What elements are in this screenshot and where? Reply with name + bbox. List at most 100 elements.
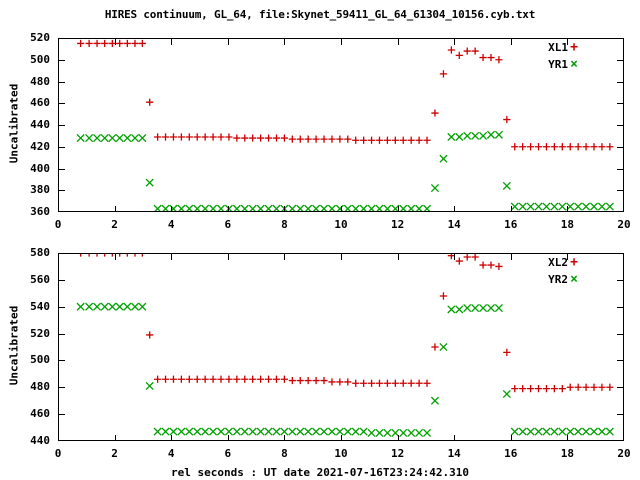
panel-top-point-XL1 (487, 53, 495, 62)
panel-bottom-xtick-mark-top (398, 254, 399, 260)
panel-bottom-point-XL2 (558, 385, 566, 393)
panel-top-ytick-mark-right (617, 147, 623, 148)
panel-top-point-XL1 (272, 134, 281, 142)
panel-top-point-XL1 (447, 46, 455, 54)
panel-bottom-point-XL2 (119, 254, 121, 257)
panel-top-point-YR1 (399, 204, 408, 211)
panel-top-point-XL1 (399, 136, 407, 144)
panel-bottom-point-YR2 (288, 427, 297, 436)
panel-top-point-XL1 (138, 39, 146, 48)
panel-bottom-xtick-label: 10 (334, 447, 348, 460)
panel-top-point-XL1 (431, 109, 439, 117)
panel-top-point-YR1 (288, 204, 297, 211)
panel-top-ytick-mark (59, 60, 65, 61)
panel-bottom-point-XL2 (280, 375, 288, 383)
panel-top-xtick-mark-top (511, 39, 512, 45)
panel-bottom-point-YR2 (130, 302, 140, 311)
panel-bottom-point-XL2 (534, 385, 543, 393)
panel-bottom-point-XL2 (399, 379, 407, 387)
panel-top-point-XL1 (391, 136, 399, 144)
panel-top-point-XL1 (241, 134, 249, 142)
panel-bottom-point-YR2 (327, 427, 337, 436)
panel-top-point-XL1 (169, 133, 178, 141)
panel-bottom-xtick-mark-top (511, 254, 512, 260)
panel-top-point-XL1 (360, 136, 368, 144)
panel-top-point-XL1 (503, 115, 511, 124)
panel-top-point-YR1 (76, 133, 85, 143)
panel-top-point-XL1 (590, 143, 598, 151)
panel-top-point-YR1 (209, 204, 218, 211)
panel-bottom-point-YR2 (479, 303, 488, 313)
panel-top-point-XL1 (598, 143, 606, 151)
panel-top-point-XL1 (108, 39, 116, 48)
panel-top-legend-symbol-plus-icon: + (570, 40, 578, 55)
panel-bottom-point-XL2 (503, 348, 511, 356)
panel-bottom-xtick-label: 8 (281, 447, 288, 460)
panel-top-xtick-mark (567, 206, 568, 212)
panel-top-xtick-label: 16 (504, 218, 518, 231)
panel-bottom-point-YR2 (430, 396, 440, 405)
panel-bottom-point-YR2 (510, 427, 519, 436)
panel-top-point-XL1 (217, 133, 225, 141)
panel-top-point-YR1 (138, 133, 147, 143)
panel-bottom-point-XL2 (574, 383, 582, 391)
panel-top-point-XL1 (185, 133, 193, 141)
panel-top-xtick-label: 14 (447, 218, 461, 231)
panel-bottom-point-YR2 (177, 427, 186, 436)
panel-top-legend-item[interactable]: YR1 × (504, 58, 622, 75)
panel-top-xtick-mark-top (454, 39, 455, 45)
panel-bottom-point-YR2 (367, 428, 376, 438)
panel-bottom-point-XL2 (606, 383, 614, 391)
panel-bottom-point-YR2 (422, 428, 432, 438)
panel-top-point-YR1 (558, 202, 567, 211)
panel-top-point-XL1 (534, 143, 543, 151)
panel-top-point-YR1 (518, 202, 527, 211)
panel-top-point-XL1 (193, 133, 201, 141)
panel-bottom-ytick-mark (59, 414, 65, 415)
panel-top-ytick-mark-right (617, 125, 623, 126)
panel-bottom-point-YR2 (502, 389, 511, 399)
panel-bottom-xtick-label: 4 (167, 447, 175, 460)
panel-top-point-XL1 (511, 143, 519, 151)
panel-top-point-XL1 (463, 47, 471, 55)
panel-top-xtick-label: 2 (111, 218, 118, 231)
panel-bottom-xtick-mark-top (228, 254, 229, 260)
panel-bottom-point-XL2 (375, 379, 384, 387)
panel-bottom-xtick-label: 6 (224, 447, 232, 460)
panel-top-xtick-label: 12 (390, 218, 405, 231)
panel-bottom-ytick-mark-right (617, 280, 623, 281)
panel-bottom-ytick-label: 560 (30, 272, 50, 286)
panel-bottom-point-XL2 (352, 379, 360, 387)
panel-top-point-XL1 (495, 56, 503, 64)
panel-bottom-ytick-label: 460 (30, 407, 50, 421)
panel-top-point-YR1 (471, 131, 480, 140)
panel-top-xtick-mark-top (398, 39, 399, 45)
panel-top-point-YR1 (248, 204, 257, 211)
panel-top-point-XL1 (249, 134, 257, 142)
panel-top-point-XL1 (566, 143, 574, 151)
panel-bottom-point-XL2 (391, 379, 399, 387)
panel-top-point-YR1 (177, 204, 186, 211)
panel-top-ytick-mark (59, 125, 65, 126)
panel-bottom-point-XL2 (241, 375, 249, 383)
panel-bottom-point-YR2 (145, 381, 154, 391)
panel-top-point-XL1 (455, 51, 463, 59)
panel-bottom-ytick-label: 540 (30, 299, 50, 313)
panel-top-legend-item[interactable]: XL1 + (504, 41, 622, 58)
panel-bottom-legend-item[interactable]: YR2 × (504, 273, 622, 290)
panel-top-point-XL1 (131, 39, 139, 48)
panel-top-point-YR1 (232, 204, 241, 211)
panel-bottom-ytick-label: 440 (30, 434, 50, 447)
panel-top-xtick-label: 4 (167, 218, 175, 231)
panel-top-ytick-label: 520 (30, 31, 50, 44)
panel-bottom-point-YR2 (138, 302, 147, 311)
panel-top-point-XL1 (558, 143, 566, 151)
panel-top-point-XL1 (606, 143, 614, 151)
panel-bottom-point-XL2 (79, 254, 82, 257)
panel-top-point-XL1 (209, 133, 217, 141)
panel-top-point-XL1 (101, 39, 109, 48)
panel-top-point-YR1 (415, 204, 424, 211)
panel-bottom-ytick-mark (59, 307, 65, 308)
panel-bottom-legend-item[interactable]: XL2 + (504, 256, 622, 273)
